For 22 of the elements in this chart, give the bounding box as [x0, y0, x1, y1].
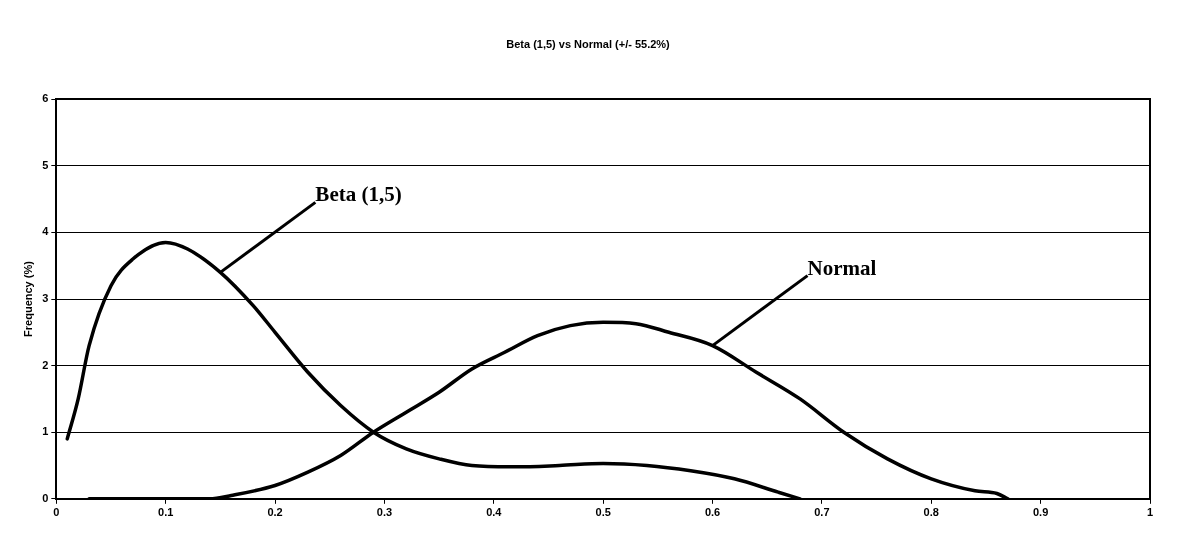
y-tick-label: 0 [42, 491, 49, 504]
x-tick-label: 0.6 [704, 506, 721, 519]
x-tick-label: 0.3 [376, 506, 393, 519]
chart-title: Beta (1,5) vs Normal (+/- 55.2%) [506, 37, 671, 50]
x-tick-label: 0.7 [814, 506, 830, 519]
y-tick-label: 5 [42, 158, 49, 171]
y-tick-label: 2 [42, 358, 49, 371]
text: Normal [807, 255, 877, 280]
x-tick-label: 1 [1146, 506, 1154, 519]
x-tick-label: 0.1 [158, 506, 174, 519]
x-tick-label: 0.4 [486, 506, 503, 519]
y-tick-label: 1 [42, 425, 49, 438]
y-axis-title: Frequency (%) [21, 260, 34, 337]
y-tick-label: 4 [42, 225, 50, 238]
x-tick-label: 0.5 [595, 506, 611, 519]
x-tick-label: 0.2 [267, 506, 283, 519]
y-tick-label: 3 [42, 292, 49, 305]
x-tick-label: 0.9 [1032, 506, 1049, 519]
x-tick-label: 0.8 [923, 506, 939, 519]
x-tick-label: 0 [53, 506, 60, 519]
y-tick-label: 6 [42, 92, 49, 105]
text: Beta (1,5) [315, 182, 402, 207]
